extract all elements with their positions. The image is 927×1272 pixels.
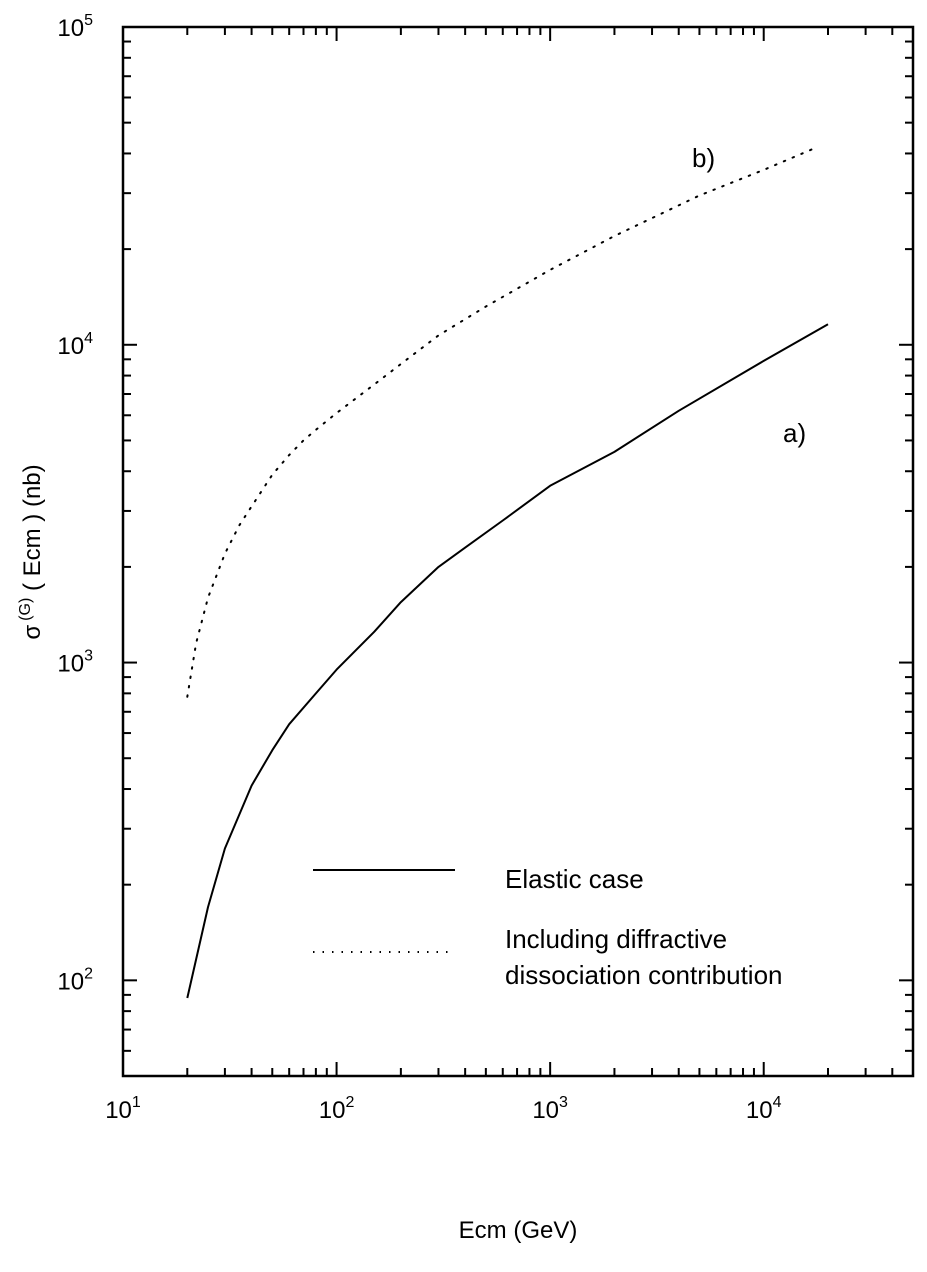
legend-label-dissociation: dissociation contribution bbox=[505, 960, 783, 990]
series-line-elastic bbox=[186, 323, 829, 999]
plot-frame bbox=[121, 25, 915, 1078]
y-axis-title-sigma: σ bbox=[19, 625, 46, 640]
y-axis-title: σ (G) ( Ecm ) (nb) bbox=[17, 464, 46, 639]
y-axis-title-rest: ( Ecm ) (nb) bbox=[19, 464, 46, 597]
x-tick-label: 102 bbox=[319, 1094, 355, 1124]
series-label-b: b) bbox=[692, 143, 715, 173]
series-line-diffractive bbox=[186, 145, 820, 698]
x-tick-label: 104 bbox=[746, 1094, 782, 1124]
y-axis-title-superscript: (G) bbox=[17, 598, 34, 621]
y-tick-label: 105 bbox=[57, 12, 93, 42]
legend-label-elastic: Elastic case bbox=[505, 864, 644, 894]
y-tick-label: 103 bbox=[57, 648, 93, 678]
legend-label-including: Including diffractive bbox=[505, 924, 727, 954]
tick-labels: 101 102 103 104 102 103 104 105 bbox=[57, 12, 781, 1124]
x-tick-label: 101 bbox=[105, 1094, 141, 1124]
y-tick-label: 104 bbox=[57, 330, 93, 360]
x-axis-title: Ecm (GeV) bbox=[459, 1217, 578, 1244]
series-label-a: a) bbox=[783, 418, 806, 448]
series-group bbox=[186, 145, 829, 999]
x-tick-label: 103 bbox=[532, 1094, 568, 1124]
axis-ticks bbox=[122, 26, 914, 1077]
y-tick-label: 102 bbox=[57, 965, 93, 995]
legend: Elastic case Including diffractive disso… bbox=[313, 864, 783, 990]
